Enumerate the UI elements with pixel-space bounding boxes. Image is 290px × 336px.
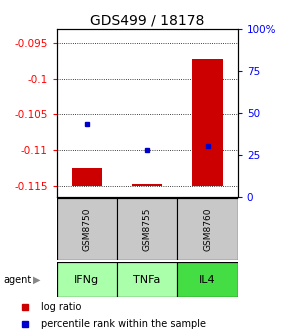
Text: log ratio: log ratio <box>41 302 81 312</box>
Text: IL4: IL4 <box>199 275 216 285</box>
Title: GDS499 / 18178: GDS499 / 18178 <box>90 13 204 28</box>
Bar <box>177 262 238 297</box>
Bar <box>117 198 177 260</box>
Text: ▶: ▶ <box>33 275 41 285</box>
Text: TNFa: TNFa <box>133 275 161 285</box>
Text: IFNg: IFNg <box>74 275 99 285</box>
Bar <box>117 262 177 297</box>
Bar <box>57 262 117 297</box>
Text: GSM8755: GSM8755 <box>143 208 152 251</box>
Text: GSM8760: GSM8760 <box>203 208 212 251</box>
Bar <box>177 198 238 260</box>
Text: agent: agent <box>3 275 31 285</box>
Bar <box>72 168 102 186</box>
Bar <box>57 198 117 260</box>
Bar <box>193 58 223 186</box>
Text: percentile rank within the sample: percentile rank within the sample <box>41 319 206 329</box>
Text: GSM8750: GSM8750 <box>82 208 91 251</box>
Bar <box>132 184 162 186</box>
